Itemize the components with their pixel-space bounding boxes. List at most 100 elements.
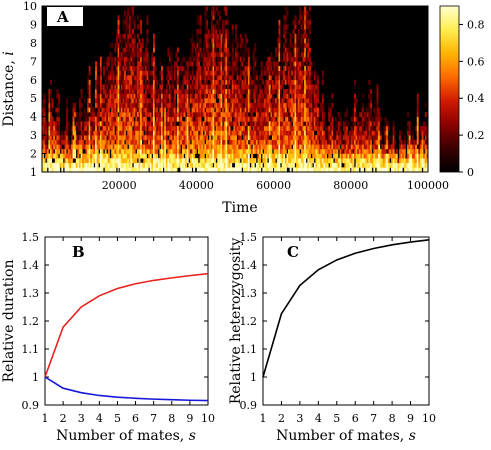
heatmap-cell — [148, 139, 151, 145]
heatmap-cell — [146, 70, 149, 76]
heatmap-cell — [135, 98, 138, 104]
heatmap-cell — [244, 89, 247, 94]
heatmap-cell — [284, 130, 287, 136]
heatmap-cell — [217, 112, 220, 118]
heatmap-cell — [140, 89, 143, 94]
heatmap-cell — [283, 98, 286, 104]
heatmap-cell — [112, 70, 115, 76]
heatmap-cell — [275, 84, 278, 90]
heatmap-cell — [231, 84, 234, 90]
heatmap-cell — [87, 84, 89, 90]
heatmap-cell — [42, 158, 44, 164]
heatmap-cell — [202, 107, 205, 113]
heatmap-cell — [104, 116, 107, 122]
heatmap-cell — [140, 148, 143, 154]
heatmap-cell — [421, 125, 424, 131]
heatmap-cell — [140, 121, 143, 127]
heatmap-cell — [138, 139, 141, 145]
heatmap-cell — [291, 56, 294, 62]
heatmap-cell — [397, 158, 400, 164]
heatmap-cell — [193, 158, 196, 164]
heatmap-cell — [90, 102, 93, 108]
heatmap-cell — [328, 130, 331, 136]
heatmap-cell — [107, 98, 110, 104]
heatmap-cell — [426, 153, 428, 159]
heatmap-cell — [276, 79, 279, 85]
heatmap-cell — [91, 116, 94, 122]
heatmap-cell — [262, 144, 265, 150]
heatmap-cell — [419, 162, 422, 168]
heatmap-cell — [151, 75, 154, 81]
heatmap-cell — [111, 121, 114, 127]
heatmap-cell — [122, 15, 125, 21]
heatmap-cell — [207, 98, 210, 104]
heatmap-cell — [289, 130, 292, 136]
heatmap-cell — [209, 89, 212, 94]
heatmap-cell — [259, 84, 262, 90]
heatmap-cell — [382, 162, 385, 168]
heatmap-cell — [352, 162, 355, 168]
heatmap-cell — [122, 79, 125, 85]
heatmap-cell — [283, 130, 286, 136]
heatmap-cell — [251, 93, 254, 99]
heatmap-cell — [225, 56, 228, 62]
heatmap-cell — [400, 158, 403, 164]
heatmap-cell — [127, 38, 130, 44]
heatmap-cell — [249, 75, 252, 81]
heatmap-cell — [365, 112, 368, 118]
heatmap-cell — [289, 167, 292, 172]
heatmap-cell — [183, 139, 186, 145]
heatmap-cell — [103, 70, 106, 76]
heatmap-cell — [172, 89, 175, 94]
heatmap-cell — [202, 61, 205, 67]
heatmap-cell — [70, 125, 73, 131]
heatmap-cell — [233, 93, 236, 99]
heatmap-cell — [254, 107, 257, 113]
heatmap-cell — [130, 167, 133, 172]
heatmap-cell — [315, 84, 318, 90]
heatmap-cell — [151, 107, 154, 113]
heatmap-cell — [50, 102, 52, 108]
heatmap-cell — [173, 121, 176, 127]
heatmap-cell — [334, 125, 337, 131]
heatmap-cell — [292, 116, 295, 122]
heatmap-cell — [352, 121, 355, 127]
heatmap-cell — [191, 135, 194, 141]
heatmap-cell — [231, 75, 234, 81]
heatmap-cell — [135, 93, 138, 99]
heatmap-cell — [165, 162, 168, 168]
heatmap-cell — [124, 167, 126, 172]
heatmap-cell — [339, 153, 342, 159]
heatmap-cell — [103, 135, 106, 141]
heatmap-cell — [273, 158, 276, 164]
heatmap-cell — [125, 107, 128, 113]
heatmap-cell — [394, 167, 397, 172]
heatmap-cell — [156, 153, 159, 159]
heatmap-cell — [212, 61, 215, 67]
heatmap-cell — [214, 162, 217, 168]
heatmap-cell — [220, 167, 223, 172]
heatmap-cell — [252, 116, 255, 122]
heatmap-cell — [111, 135, 114, 141]
heatmap-cell — [239, 65, 242, 71]
heatmap-cell — [43, 125, 46, 131]
heatmap-cell — [143, 75, 146, 81]
heatmap-cell — [162, 130, 165, 136]
heatmap-cell — [304, 65, 307, 71]
heatmap-cell — [267, 107, 270, 113]
heatmap-cell — [186, 121, 189, 127]
heatmap-cell — [281, 167, 284, 172]
heatmap-cell — [276, 121, 279, 127]
heatmap-cell — [212, 148, 215, 154]
heatmap-cell — [259, 130, 262, 136]
heatmap-cell — [140, 139, 143, 145]
heatmap-cell — [202, 121, 205, 127]
heatmap-cell — [308, 84, 311, 90]
heatmap-cell — [138, 79, 141, 85]
heatmap-cell — [233, 79, 236, 85]
heatmap-cell — [183, 56, 186, 62]
heatmap-cell — [326, 148, 329, 154]
heatmap-cell — [284, 61, 287, 67]
heatmap-cell — [212, 84, 215, 90]
heatmap-cell — [149, 130, 152, 136]
